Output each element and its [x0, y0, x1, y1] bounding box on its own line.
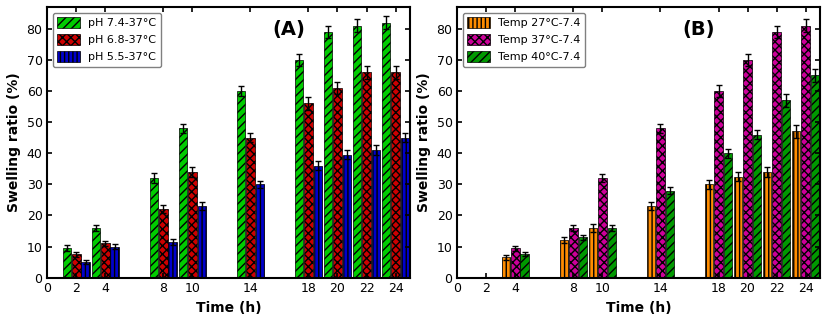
Bar	[150, 178, 158, 278]
Bar	[391, 72, 400, 278]
Bar	[511, 248, 519, 278]
Bar	[762, 172, 772, 278]
Bar	[313, 166, 323, 278]
Bar	[198, 206, 206, 278]
Bar	[179, 128, 188, 278]
Bar	[159, 209, 168, 278]
Bar	[92, 228, 100, 278]
Bar	[81, 262, 90, 278]
Bar	[111, 247, 119, 278]
Bar	[237, 91, 246, 278]
Bar	[246, 137, 255, 278]
Bar	[382, 23, 390, 278]
Bar	[579, 237, 587, 278]
Bar	[342, 155, 351, 278]
Bar	[502, 257, 510, 278]
Bar	[724, 153, 732, 278]
Bar	[323, 32, 332, 278]
Bar	[810, 75, 820, 278]
Bar	[734, 176, 743, 278]
Bar	[705, 184, 714, 278]
Bar	[520, 254, 529, 278]
Bar	[63, 248, 71, 278]
Legend: Temp 27°C-7.4, Temp 37°C-7.4, Temp 40°C-7.4: Temp 27°C-7.4, Temp 37°C-7.4, Temp 40°C-…	[463, 13, 586, 67]
Bar	[101, 243, 110, 278]
Legend: pH 7.4-37°C, pH 6.8-37°C, pH 5.5-37°C: pH 7.4-37°C, pH 6.8-37°C, pH 5.5-37°C	[53, 13, 161, 67]
Bar	[304, 103, 313, 278]
Bar	[294, 60, 304, 278]
Bar	[72, 254, 81, 278]
Bar	[782, 100, 791, 278]
Text: (A): (A)	[272, 21, 305, 40]
X-axis label: Time (h): Time (h)	[196, 301, 261, 315]
Bar	[560, 240, 568, 278]
Bar	[169, 242, 177, 278]
Bar	[666, 191, 674, 278]
Bar	[715, 91, 723, 278]
Bar	[743, 60, 752, 278]
Bar	[256, 184, 265, 278]
Bar	[772, 32, 781, 278]
Y-axis label: Swelling ratio (%): Swelling ratio (%)	[417, 72, 431, 212]
Bar	[353, 26, 361, 278]
Bar	[371, 150, 380, 278]
Bar	[333, 88, 342, 278]
Bar	[569, 228, 578, 278]
Bar	[656, 128, 665, 278]
X-axis label: Time (h): Time (h)	[606, 301, 672, 315]
Bar	[647, 206, 656, 278]
Text: (B): (B)	[682, 21, 715, 40]
Bar	[608, 228, 616, 278]
Bar	[598, 178, 607, 278]
Y-axis label: Swelling ratio (%): Swelling ratio (%)	[7, 72, 21, 212]
Bar	[753, 135, 762, 278]
Bar	[791, 131, 801, 278]
Bar	[589, 228, 597, 278]
Bar	[400, 137, 409, 278]
Bar	[188, 172, 197, 278]
Bar	[801, 26, 810, 278]
Bar	[362, 72, 370, 278]
